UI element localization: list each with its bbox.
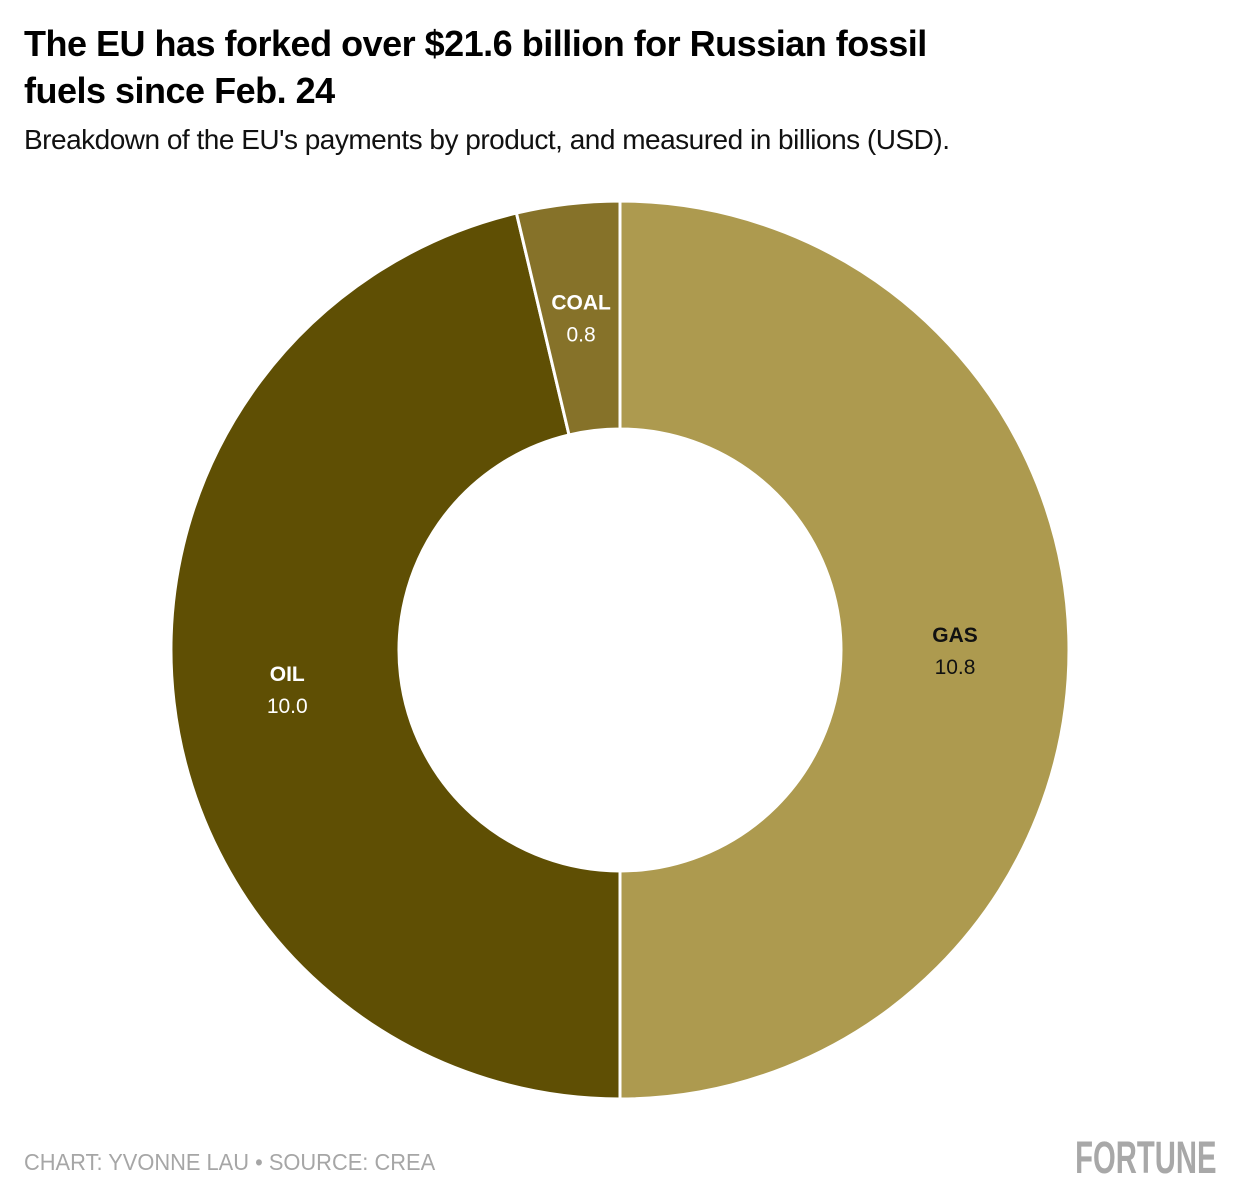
donut-slice-gas xyxy=(618,199,1071,1101)
slice-value-oil: 10.0 xyxy=(267,695,308,718)
slice-label-coal: COAL xyxy=(551,291,611,314)
donut-slice-coal xyxy=(514,199,622,437)
chart-title-line1: The EU has forked over $21.6 billion for… xyxy=(24,23,927,64)
header: The EU has forked over $21.6 billion for… xyxy=(24,20,1216,156)
footer: CHART: YVONNE LAU • SOURCE: CREA FORTUNE xyxy=(24,1132,1216,1183)
slice-label-gas: GAS xyxy=(932,624,978,647)
donut-slice-oil xyxy=(169,211,622,1101)
chart-credit: CHART: YVONNE LAU • SOURCE: CREA xyxy=(24,1149,436,1175)
chart-subtitle: Breakdown of the EU's payments by produc… xyxy=(24,124,950,155)
chart-title-line2: fuels since Feb. 24 xyxy=(24,70,335,111)
chart-title: The EU has forked over $21.6 billion for… xyxy=(24,20,1216,114)
slice-value-coal: 0.8 xyxy=(567,323,596,346)
slice-value-gas: 10.8 xyxy=(935,656,976,679)
slice-label-oil: OIL xyxy=(270,663,305,686)
fortune-logo: FORTUNE xyxy=(1074,1132,1216,1183)
